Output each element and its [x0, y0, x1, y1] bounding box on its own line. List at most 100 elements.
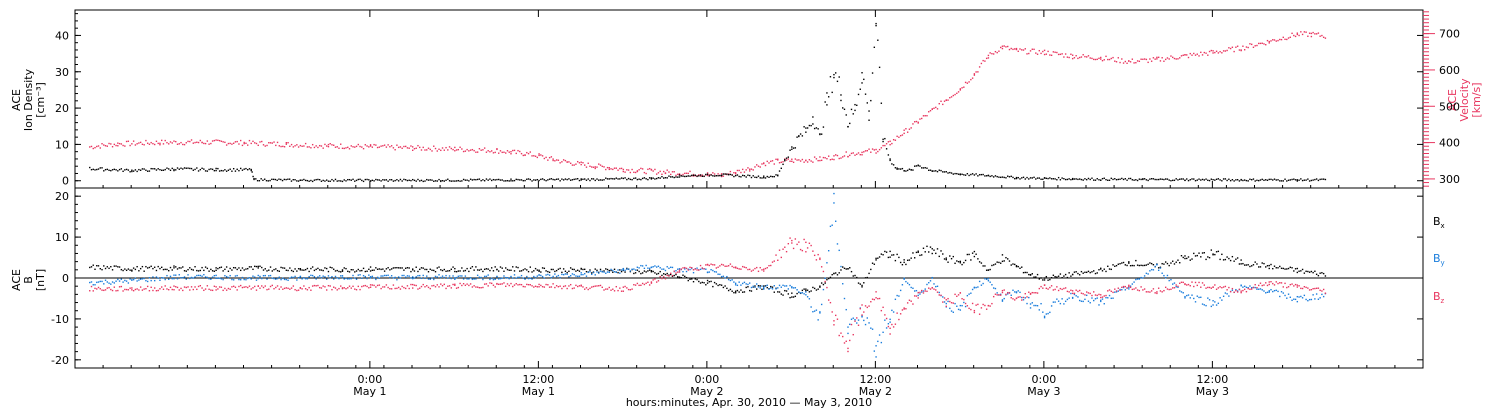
bz-point — [533, 286, 535, 288]
bz-point — [301, 288, 303, 290]
bz-point — [1228, 286, 1230, 289]
bz-point — [459, 282, 461, 285]
velocity-point — [754, 166, 756, 168]
density-point — [822, 126, 825, 128]
bx-point — [222, 270, 224, 272]
density-point — [1057, 176, 1060, 179]
bx-point — [1296, 267, 1299, 270]
bz-point — [1322, 288, 1325, 291]
density-point — [705, 173, 707, 176]
density-point — [1210, 178, 1213, 180]
by-point — [973, 287, 976, 289]
bx-point — [973, 250, 976, 253]
bz-point — [694, 268, 696, 270]
by-point — [204, 276, 207, 278]
bz-point — [992, 295, 995, 298]
bz-point — [554, 286, 556, 289]
bx-point — [1252, 264, 1255, 266]
bx-point — [896, 253, 898, 256]
bx-point — [266, 270, 268, 272]
by-point — [819, 311, 821, 313]
by-point — [810, 306, 812, 308]
bz-point — [299, 287, 302, 289]
bz-point — [968, 307, 970, 310]
density-point — [564, 178, 567, 180]
bz-point — [378, 284, 381, 286]
velocity-point — [1210, 49, 1213, 52]
velocity-point — [287, 141, 289, 144]
density-point — [1017, 176, 1019, 179]
velocity-point — [178, 143, 180, 145]
velocity-point — [856, 153, 858, 156]
by-point — [1310, 298, 1313, 301]
density-point — [136, 170, 138, 173]
bz-point — [1273, 284, 1276, 286]
by-point — [1293, 298, 1295, 300]
by-point — [210, 278, 212, 280]
bx-point — [820, 282, 823, 284]
bx-point — [1236, 257, 1239, 259]
bx-point — [308, 270, 310, 273]
velocity-point — [903, 132, 905, 135]
bz-point — [605, 288, 607, 290]
bz-point — [592, 285, 595, 288]
bz-point — [1226, 289, 1228, 291]
bx-point — [575, 270, 577, 272]
bx-point — [591, 272, 593, 274]
bz-point — [276, 285, 279, 287]
velocity-point — [822, 156, 825, 159]
legend: Bx By Bz — [1433, 215, 1445, 305]
velocity-point — [1215, 50, 1218, 53]
velocity-point — [1071, 54, 1074, 56]
bz-point — [1240, 290, 1242, 292]
by-point — [840, 265, 842, 268]
density-point — [1252, 178, 1255, 180]
by-point — [575, 275, 577, 277]
density-point — [729, 173, 732, 176]
velocity-point — [905, 128, 907, 130]
bx-point — [805, 288, 807, 290]
bx-point — [598, 271, 600, 274]
bz-point — [1089, 292, 1091, 295]
density-point — [575, 178, 577, 180]
bx-point — [208, 270, 210, 272]
bz-point — [313, 284, 316, 287]
density-point — [627, 177, 630, 180]
bz-point — [117, 289, 119, 292]
density-point — [1200, 179, 1202, 181]
velocity-point — [1289, 36, 1292, 38]
density-point — [1243, 179, 1246, 181]
density-point — [608, 178, 610, 180]
by-point — [162, 277, 165, 279]
bx-point — [1308, 271, 1311, 273]
bz-point — [963, 298, 965, 301]
by-point — [245, 279, 247, 281]
bx-point — [770, 285, 772, 288]
bz-point — [817, 253, 819, 256]
velocity-point — [1042, 50, 1044, 53]
velocity-point — [666, 169, 668, 171]
bz-point — [210, 289, 212, 291]
density-point — [1103, 177, 1105, 179]
velocity-point — [782, 161, 784, 163]
by-point — [938, 291, 940, 294]
velocity-point — [734, 173, 737, 175]
by-point — [208, 278, 210, 280]
density-point — [1222, 178, 1225, 180]
bx-point — [1073, 271, 1076, 273]
density-point — [429, 179, 431, 181]
by-point — [961, 304, 963, 307]
bz-point — [478, 287, 481, 289]
velocity-point — [220, 140, 223, 142]
bz-point — [292, 285, 295, 287]
bz-point — [655, 281, 658, 283]
bz-point — [936, 291, 939, 293]
by-point — [1101, 298, 1104, 300]
velocity-point — [764, 164, 767, 167]
bx-point — [596, 269, 598, 272]
by-point — [459, 275, 461, 277]
bx-point — [877, 257, 879, 259]
by-point — [647, 267, 649, 269]
density-point — [375, 178, 377, 181]
velocity-point — [1078, 56, 1081, 59]
